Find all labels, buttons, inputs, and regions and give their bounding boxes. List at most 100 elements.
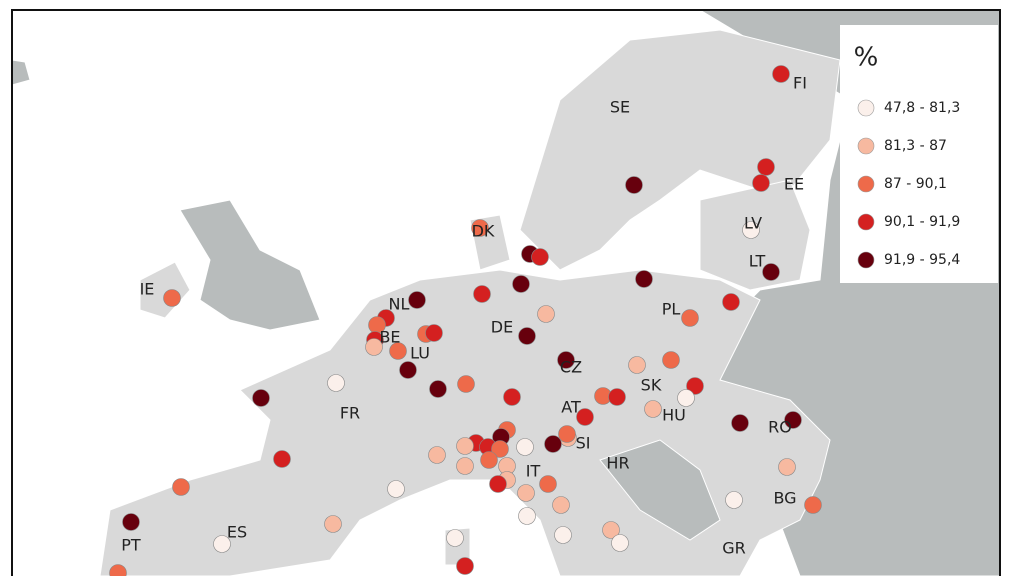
site-point — [471, 219, 489, 237]
site-point — [446, 529, 464, 547]
site-point — [772, 65, 790, 83]
legend-label: 90,1 - 91,9 — [884, 214, 960, 230]
site-point — [213, 535, 231, 553]
site-point — [456, 457, 474, 475]
country-label: PT — [121, 536, 141, 555]
legend-title: % — [854, 43, 879, 73]
site-point — [163, 289, 181, 307]
site-point — [518, 507, 536, 525]
site-point — [531, 248, 549, 266]
legend-label: 87 - 90,1 — [884, 176, 947, 192]
site-point — [252, 389, 270, 407]
country-label: BE — [379, 328, 400, 347]
site-point — [804, 496, 822, 514]
site-point — [576, 408, 594, 426]
site-point — [324, 515, 342, 533]
site-point — [429, 380, 447, 398]
country-label: GR — [722, 539, 746, 558]
country-labels: SE FI EE LV LT DK IE NL PL DE BE LU CZ FR SK AT HU RO SI HR… — [121, 74, 807, 558]
country-label: LV — [744, 214, 762, 233]
site-point — [457, 375, 475, 393]
country-label: SI — [576, 434, 591, 453]
site-point — [644, 400, 662, 418]
site-point — [327, 374, 345, 392]
site-point — [725, 491, 743, 509]
site-point — [480, 451, 498, 469]
site-point — [608, 388, 626, 406]
site-point — [722, 293, 740, 311]
country-label: ES — [227, 523, 247, 542]
site-point — [399, 361, 417, 379]
site-point — [389, 342, 407, 360]
legend-label: 91,9 - 95,4 — [884, 252, 960, 268]
legend-label: 47,8 - 81,3 — [884, 100, 960, 116]
site-point — [762, 263, 780, 281]
legend-swatch — [857, 99, 875, 117]
country-label: DE — [491, 318, 513, 337]
uk — [179, 199, 321, 331]
site-point — [757, 158, 775, 176]
country-label: RO — [768, 418, 792, 437]
country-label: IE — [140, 280, 155, 299]
country-label: AT — [561, 398, 581, 417]
site-point — [686, 377, 704, 395]
country-label: PL — [662, 300, 681, 319]
legend-swatch — [857, 251, 875, 269]
site-point — [628, 356, 646, 374]
site-point — [625, 176, 643, 194]
site-point — [554, 526, 572, 544]
site-point — [122, 513, 140, 531]
site-point — [784, 411, 802, 429]
legend: 47,8 - 81,3 81,3 - 87 87 - 90,1 90,1 - 91,9… — [857, 99, 960, 269]
country-label: CZ — [560, 358, 582, 377]
site-point — [558, 425, 576, 443]
country-label: IT — [526, 462, 541, 481]
site-point — [408, 291, 426, 309]
site-point — [611, 534, 629, 552]
site-point — [503, 388, 521, 406]
country-label: NL — [389, 295, 410, 314]
site-point — [778, 458, 796, 476]
balkans — [599, 439, 721, 541]
site-point — [489, 475, 507, 493]
legend-swatch — [857, 213, 875, 231]
country-label: LU — [410, 344, 430, 363]
site-point — [517, 484, 535, 502]
site-point — [537, 305, 555, 323]
site-point — [677, 389, 695, 407]
frame — [11, 9, 1001, 580]
site-point — [557, 351, 575, 369]
site-point — [273, 450, 291, 468]
site-point — [731, 414, 749, 432]
site-point — [491, 440, 509, 458]
site-point — [544, 435, 562, 453]
legend-label: 81,3 - 87 — [884, 138, 947, 154]
site-point — [473, 285, 491, 303]
site-point — [425, 324, 443, 342]
site-point — [602, 521, 620, 539]
site-point — [539, 475, 557, 493]
country-label: DK — [472, 222, 495, 241]
site-point — [456, 557, 474, 575]
country-label: EE — [784, 175, 804, 194]
country-label: FR — [340, 404, 360, 423]
site-point — [456, 437, 474, 455]
site-point — [387, 480, 405, 498]
site-point — [552, 496, 570, 514]
site-point — [635, 270, 653, 288]
country-label: SE — [610, 98, 630, 117]
points — [109, 65, 822, 580]
legend-swatch — [857, 137, 875, 155]
site-point — [516, 438, 534, 456]
site-point — [512, 275, 530, 293]
site-point — [662, 351, 680, 369]
country-label: BG — [773, 489, 796, 508]
country-label: HR — [606, 454, 629, 473]
site-point — [428, 446, 446, 464]
country-label: LT — [749, 252, 766, 271]
country-label: HU — [662, 406, 686, 425]
site-point — [172, 478, 190, 496]
site-point — [365, 338, 383, 356]
site-point — [518, 327, 536, 345]
